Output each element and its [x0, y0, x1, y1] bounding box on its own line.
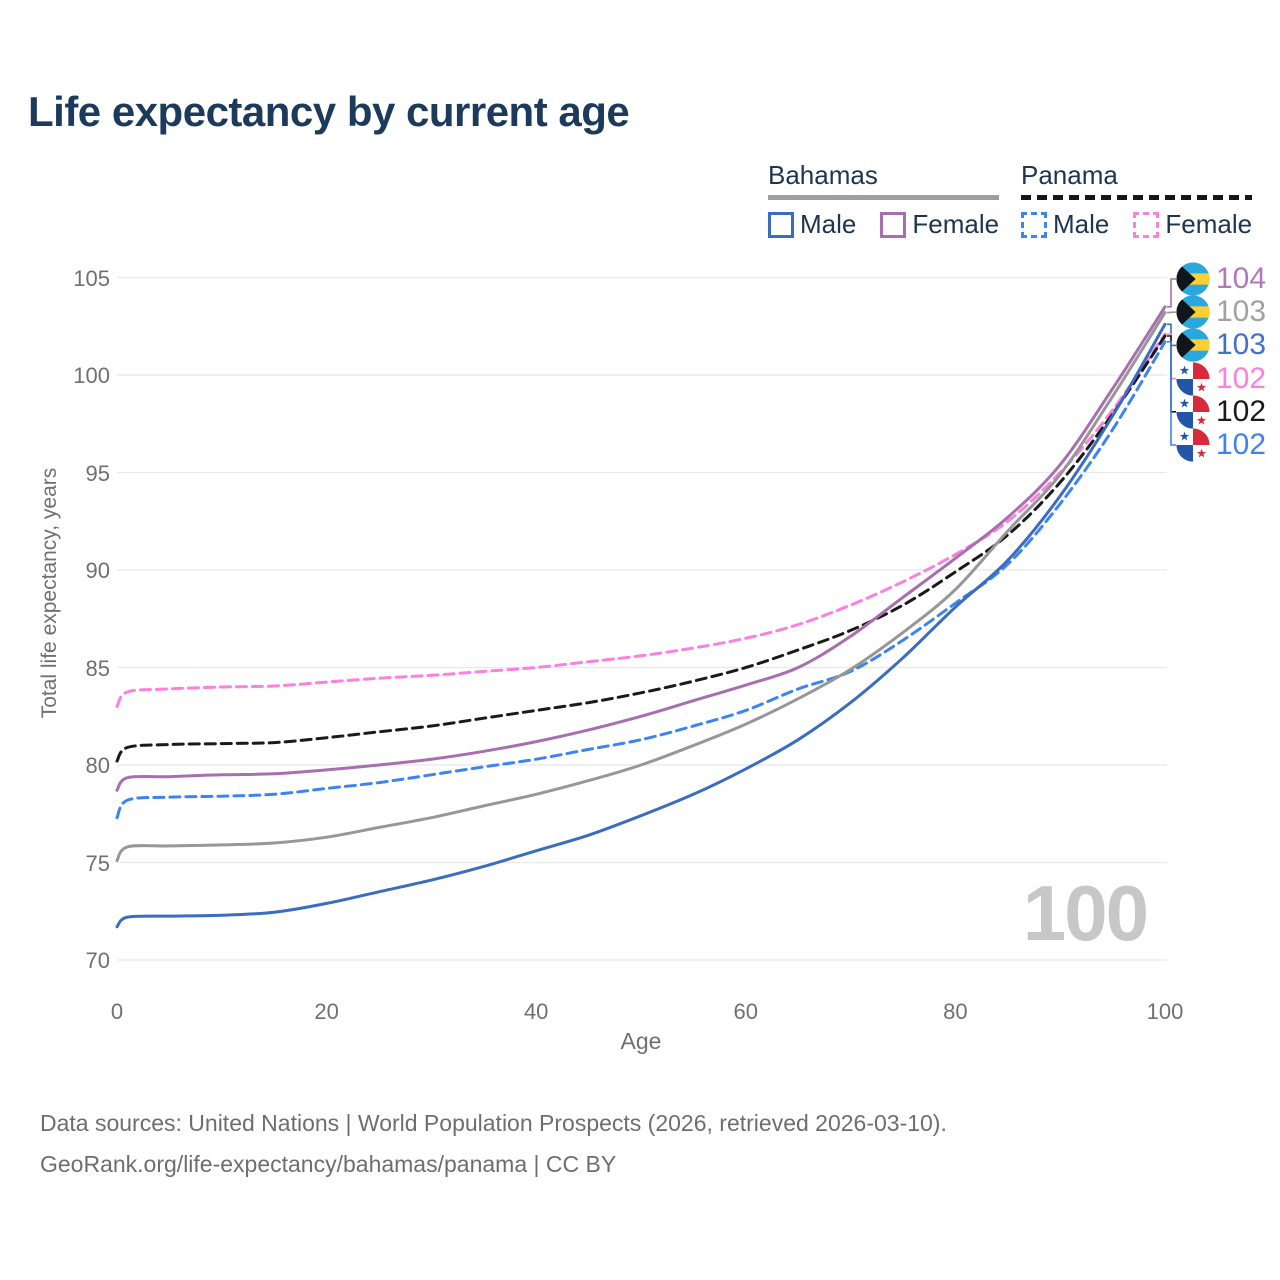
end-label-panama-male: 102	[1176, 428, 1266, 462]
y-tick-75: 75	[85, 850, 110, 876]
legend-group-panama: Panama Male Female	[1021, 160, 1253, 240]
y-tick-90: 90	[85, 558, 110, 583]
x-tick-100: 100	[1146, 999, 1184, 1024]
legend-line-sample-bahamas	[768, 195, 1000, 200]
legend-label-bahamas-female: Female	[912, 209, 1000, 239]
end-value-panama-total: 102	[1216, 394, 1267, 428]
legend-label-panama-male: Male	[1053, 209, 1110, 239]
legend-line-sample-panama	[1021, 195, 1253, 200]
x-tick-60: 60	[733, 999, 759, 1024]
panama-flag-icon	[1176, 395, 1210, 429]
bahamas-flag-icon	[1176, 328, 1210, 362]
end-value-panama-male: 102	[1216, 428, 1267, 461]
panama-flag-icon	[1176, 428, 1210, 462]
end-value-panama-female: 102	[1216, 361, 1267, 395]
legend-swatch-bahamas-female-icon	[880, 211, 907, 238]
data-sources-caption: Data sources: United Nations | World Pop…	[40, 1110, 947, 1136]
legend-swatch-bahamas-male-icon	[768, 211, 794, 238]
legend-swatch-panama-female-icon	[1133, 211, 1160, 238]
y-tick-100: 100	[73, 363, 110, 388]
x-tick-40: 40	[523, 999, 549, 1024]
bahamas-flag-icon	[1176, 262, 1210, 296]
x-tick-20: 20	[314, 999, 339, 1024]
end-value-bahamas-male: 103	[1216, 328, 1267, 362]
y-tick-80: 80	[85, 753, 110, 778]
legend-country-panama[interactable]: Panama	[1021, 160, 1118, 190]
source-url-caption: GeoRank.org/life-expectancy/bahamas/pana…	[40, 1151, 617, 1177]
end-label-bahamas-total: 103	[1176, 295, 1266, 329]
legend-group-bahamas: Bahamas Male Female	[768, 160, 1000, 240]
y-tick-85: 85	[85, 655, 110, 681]
end-label-panama-female: 102	[1176, 361, 1267, 396]
end-label-bahamas-female: 104	[1176, 262, 1266, 296]
x-tick-0: 0	[110, 999, 124, 1024]
legend-label-bahamas-male: Male	[800, 209, 857, 239]
x-tick-80: 80	[943, 999, 968, 1024]
bahamas-flag-icon	[1176, 295, 1210, 329]
legend-item-panama-female[interactable]: Female	[1133, 209, 1252, 240]
y-tick-105: 105	[73, 265, 110, 291]
end-value-bahamas-total: 103	[1216, 295, 1267, 329]
y-tick-95: 95	[85, 460, 110, 486]
end-label-panama-total: 102	[1176, 394, 1267, 429]
legend-swatch-panama-male-icon	[1021, 211, 1047, 238]
panama-flag-icon	[1176, 362, 1210, 396]
legend-item-panama-male[interactable]: Male	[1021, 209, 1109, 240]
legend-country-bahamas[interactable]: Bahamas	[768, 160, 878, 190]
legend-label-panama-female: Female	[1165, 209, 1253, 239]
legend-item-bahamas-female[interactable]: Female	[880, 209, 999, 240]
end-label-bahamas-male: 103	[1176, 328, 1266, 362]
legend-item-bahamas-male[interactable]: Male	[768, 209, 856, 240]
page-title: Life expectancy by current age	[28, 88, 630, 135]
x-axis-title: Age	[620, 1028, 662, 1054]
y-tick-70: 70	[85, 948, 110, 973]
watermark-age-100: 100	[1022, 869, 1149, 957]
end-value-bahamas-female: 104	[1216, 262, 1267, 295]
